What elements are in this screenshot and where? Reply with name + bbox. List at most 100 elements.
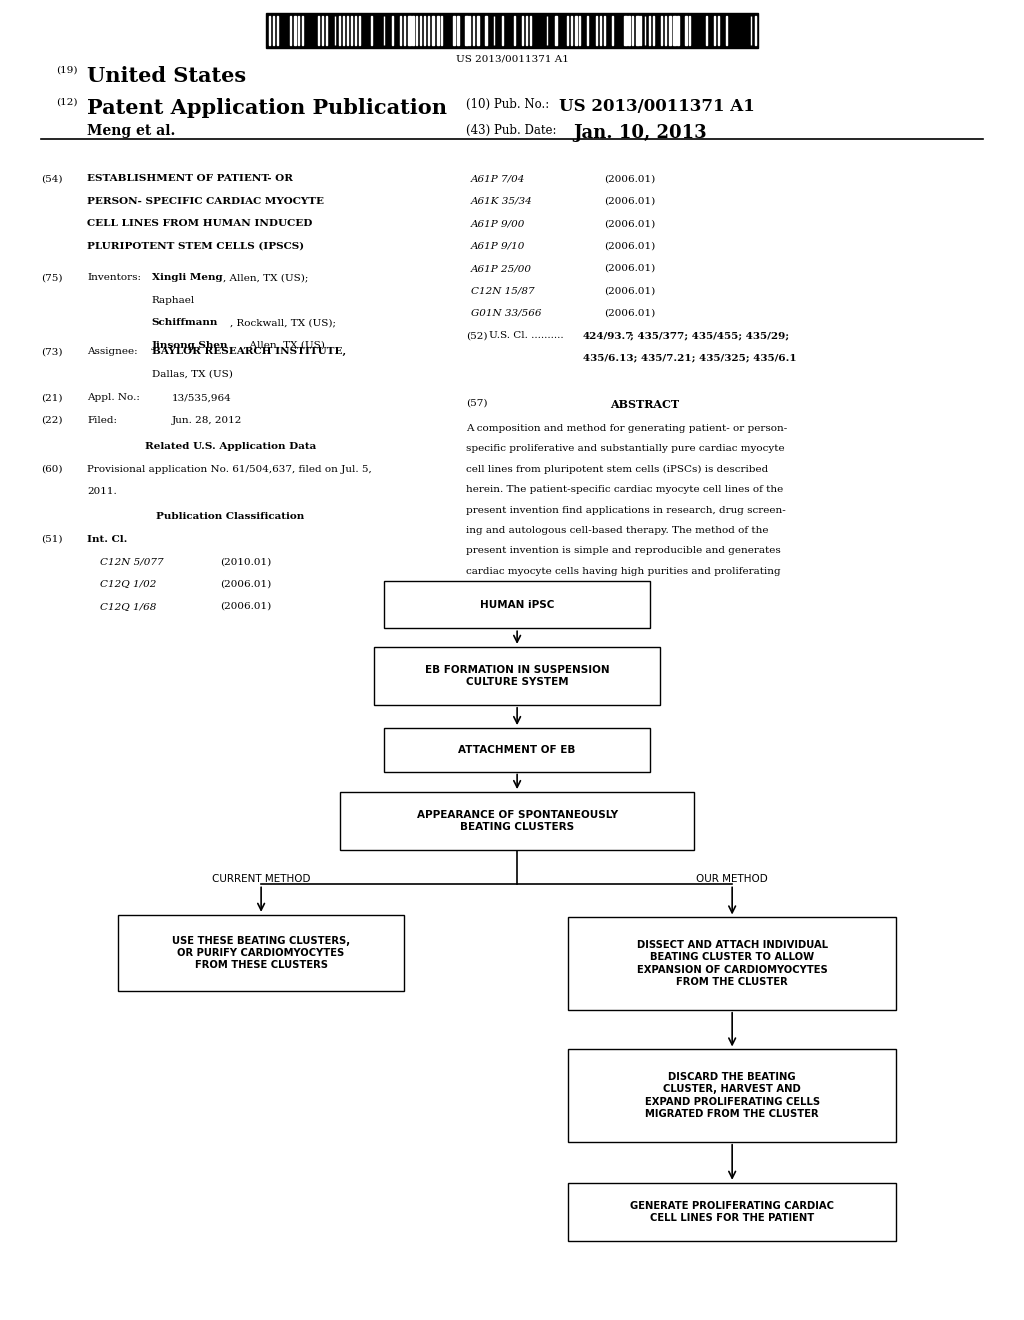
Text: C12Q 1/02: C12Q 1/02 bbox=[100, 579, 157, 589]
Text: A composition and method for generating patient- or person-: A composition and method for generating … bbox=[466, 424, 787, 433]
Bar bbox=[399, 16, 401, 45]
Text: EB FORMATION IN SUSPENSION
CULTURE SYSTEM: EB FORMATION IN SUSPENSION CULTURE SYSTE… bbox=[425, 665, 609, 686]
Text: (2006.01): (2006.01) bbox=[220, 602, 271, 611]
Text: Int. Cl.: Int. Cl. bbox=[87, 535, 127, 544]
Text: ABSTRACT: ABSTRACT bbox=[610, 399, 680, 409]
Text: HUMAN iPSC: HUMAN iPSC bbox=[480, 599, 554, 610]
Text: GENERATE PROLIFERATING CARDIAC
CELL LINES FOR THE PATIENT: GENERATE PROLIFERATING CARDIAC CELL LINE… bbox=[630, 1201, 835, 1222]
Bar bbox=[625, 16, 627, 45]
Bar bbox=[403, 16, 406, 45]
Text: Publication Classification: Publication Classification bbox=[157, 512, 304, 521]
Text: capacities.: capacities. bbox=[466, 587, 522, 597]
Text: ATTACHMENT OF EB: ATTACHMENT OF EB bbox=[459, 744, 575, 755]
Bar bbox=[604, 16, 605, 45]
Text: A61K 35/34: A61K 35/34 bbox=[471, 197, 532, 206]
Text: A61P 25/00: A61P 25/00 bbox=[471, 264, 532, 273]
Bar bbox=[568, 1183, 896, 1241]
Bar bbox=[568, 917, 896, 1010]
Text: Jun. 28, 2012: Jun. 28, 2012 bbox=[172, 416, 243, 425]
Bar bbox=[412, 16, 414, 45]
Text: (21): (21) bbox=[41, 393, 62, 403]
Text: US 2013/0011371 A1: US 2013/0011371 A1 bbox=[456, 54, 568, 63]
Text: (2006.01): (2006.01) bbox=[604, 197, 655, 206]
Text: USE THESE BEATING CLUSTERS,
OR PURIFY CARDIOMYOCYTES
FROM THESE CLUSTERS: USE THESE BEATING CLUSTERS, OR PURIFY CA… bbox=[172, 936, 350, 970]
Text: Provisional application No. 61/504,637, filed on Jul. 5,: Provisional application No. 61/504,637, … bbox=[87, 465, 372, 474]
Text: A61P 7/04: A61P 7/04 bbox=[471, 174, 525, 183]
Text: United States: United States bbox=[87, 66, 246, 86]
Text: CELL LINES FROM HUMAN INDUCED: CELL LINES FROM HUMAN INDUCED bbox=[87, 219, 312, 228]
Bar bbox=[465, 16, 468, 45]
Text: (75): (75) bbox=[41, 273, 62, 282]
Bar bbox=[706, 16, 708, 45]
Text: BAYLOR RESEARCH INSTITUTE,: BAYLOR RESEARCH INSTITUTE, bbox=[152, 347, 346, 356]
Text: CURRENT METHOD: CURRENT METHOD bbox=[212, 874, 310, 884]
Text: Jinsong Shen: Jinsong Shen bbox=[152, 341, 228, 350]
Text: 424/93.7: 424/93.7 bbox=[583, 331, 633, 341]
Text: present invention find applications in research, drug screen-: present invention find applications in r… bbox=[466, 506, 785, 515]
Text: (2010.01): (2010.01) bbox=[220, 557, 271, 566]
Text: ing and autologous cell-based therapy. The method of the: ing and autologous cell-based therapy. T… bbox=[466, 525, 768, 535]
Text: (22): (22) bbox=[41, 416, 62, 425]
Text: (2006.01): (2006.01) bbox=[604, 242, 655, 251]
Bar bbox=[485, 16, 487, 45]
Text: APPEARANCE OF SPONTANEOUSLY
BEATING CLUSTERS: APPEARANCE OF SPONTANEOUSLY BEATING CLUS… bbox=[417, 810, 617, 832]
Text: 2011.: 2011. bbox=[87, 487, 117, 496]
Text: (10) Pub. No.:: (10) Pub. No.: bbox=[466, 98, 549, 111]
Bar bbox=[636, 16, 639, 45]
Text: present invention is simple and reproducible and generates: present invention is simple and reproduc… bbox=[466, 546, 780, 556]
Bar bbox=[266, 13, 758, 48]
Text: , Allen, TX (US): , Allen, TX (US) bbox=[243, 341, 325, 350]
Text: 13/535,964: 13/535,964 bbox=[172, 393, 231, 403]
Text: OUR METHOD: OUR METHOD bbox=[696, 874, 768, 884]
Bar bbox=[384, 729, 650, 771]
Text: U.S. Cl. ..........: U.S. Cl. .......... bbox=[489, 331, 564, 341]
Text: (57): (57) bbox=[466, 399, 487, 408]
Bar bbox=[118, 915, 404, 991]
Bar bbox=[302, 16, 303, 45]
Bar bbox=[440, 16, 442, 45]
Bar bbox=[660, 16, 663, 45]
Text: Dallas, TX (US): Dallas, TX (US) bbox=[152, 370, 232, 379]
Bar bbox=[685, 16, 687, 45]
Text: PERSON- SPECIFIC CARDIAC MYOCYTE: PERSON- SPECIFIC CARDIAC MYOCYTE bbox=[87, 197, 324, 206]
Text: (52): (52) bbox=[466, 331, 487, 341]
Text: 435/6.13; 435/7.21; 435/325; 435/6.1: 435/6.13; 435/7.21; 435/325; 435/6.1 bbox=[583, 354, 797, 363]
Text: DISCARD THE BEATING
CLUSTER, HARVEST AND
EXPAND PROLIFERATING CELLS
MIGRATED FRO: DISCARD THE BEATING CLUSTER, HARVEST AND… bbox=[644, 1072, 820, 1119]
Text: Meng et al.: Meng et al. bbox=[87, 124, 175, 139]
Text: , Rockwall, TX (US);: , Rockwall, TX (US); bbox=[230, 318, 337, 327]
Bar bbox=[453, 16, 456, 45]
Text: DISSECT AND ATTACH INDIVIDUAL
BEATING CLUSTER TO ALLOW
EXPANSION OF CARDIOMYOCYT: DISSECT AND ATTACH INDIVIDUAL BEATING CL… bbox=[637, 940, 827, 987]
Text: (2006.01): (2006.01) bbox=[604, 264, 655, 273]
Bar bbox=[665, 16, 667, 45]
Bar bbox=[343, 16, 344, 45]
Text: (2006.01): (2006.01) bbox=[604, 286, 655, 296]
Bar bbox=[677, 16, 679, 45]
Text: ; 435/377; 435/455; 435/29;: ; 435/377; 435/455; 435/29; bbox=[630, 331, 788, 341]
Text: specific proliferative and substantially pure cardiac myocyte: specific proliferative and substantially… bbox=[466, 444, 784, 453]
Text: Schiffmann: Schiffmann bbox=[152, 318, 218, 327]
Text: cardiac myocyte cells having high purities and proliferating: cardiac myocyte cells having high puriti… bbox=[466, 568, 780, 576]
Text: (43) Pub. Date:: (43) Pub. Date: bbox=[466, 124, 556, 137]
Text: (19): (19) bbox=[56, 66, 78, 75]
Text: (54): (54) bbox=[41, 174, 62, 183]
Text: (2006.01): (2006.01) bbox=[220, 579, 271, 589]
Text: , Allen, TX (US);: , Allen, TX (US); bbox=[223, 273, 308, 282]
Bar bbox=[374, 647, 660, 705]
Bar bbox=[477, 16, 479, 45]
Text: cell lines from pluripotent stem cells (iPSCs) is described: cell lines from pluripotent stem cells (… bbox=[466, 465, 768, 474]
Text: (12): (12) bbox=[56, 98, 78, 107]
Bar bbox=[596, 16, 597, 45]
Text: (2006.01): (2006.01) bbox=[604, 309, 655, 318]
Text: C12N 15/87: C12N 15/87 bbox=[471, 286, 535, 296]
Bar bbox=[340, 792, 694, 850]
Text: C12Q 1/68: C12Q 1/68 bbox=[100, 602, 157, 611]
Bar bbox=[629, 16, 630, 45]
Text: Xingli Meng: Xingli Meng bbox=[152, 273, 222, 282]
Bar bbox=[408, 16, 411, 45]
Bar bbox=[294, 16, 296, 45]
Text: Jan. 10, 2013: Jan. 10, 2013 bbox=[573, 124, 707, 143]
Bar bbox=[436, 16, 439, 45]
Text: (2006.01): (2006.01) bbox=[604, 174, 655, 183]
Text: G01N 33/566: G01N 33/566 bbox=[471, 309, 542, 318]
Text: Appl. No.:: Appl. No.: bbox=[87, 393, 140, 403]
